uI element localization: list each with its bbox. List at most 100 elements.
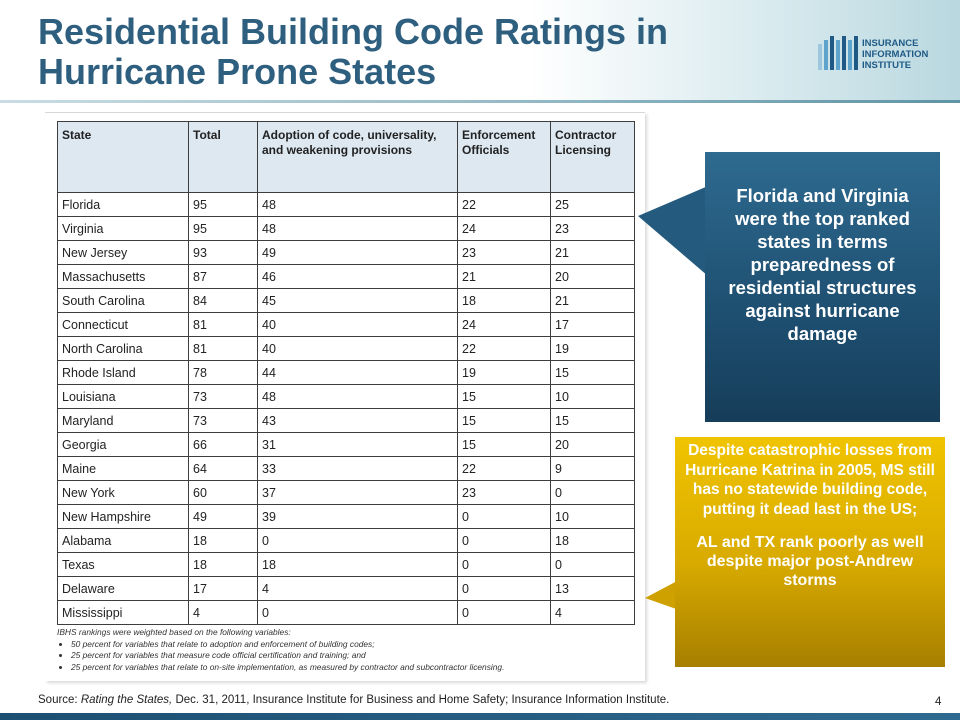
cell-enforcement: 19 <box>457 360 551 385</box>
cell-total: 73 <box>188 408 258 433</box>
cell-state: Louisiana <box>57 384 189 409</box>
table-row: Massachusetts 87 46 21 20 <box>57 264 635 289</box>
table-row: New York 60 37 23 0 <box>57 480 635 505</box>
cell-total: 87 <box>188 264 258 289</box>
note-item: 25 percent for variables that measure co… <box>71 650 642 662</box>
cell-state: Mississippi <box>57 600 189 625</box>
table-row: Delaware 17 4 0 13 <box>57 576 635 601</box>
logo-line-2: INFORMATION <box>862 49 929 60</box>
cell-state: Virginia <box>57 216 189 241</box>
cell-licensing: 0 <box>550 480 635 505</box>
notes-intro: IBHS rankings were weighted based on the… <box>57 627 291 637</box>
cell-total: 60 <box>188 480 258 505</box>
cell-enforcement: 15 <box>457 384 551 409</box>
cell-licensing: 4 <box>550 600 635 625</box>
cell-adoption: 40 <box>257 336 458 361</box>
footer-bar <box>0 713 960 720</box>
header-licensing: Contractor Licensing <box>550 121 635 193</box>
cell-total: 81 <box>188 336 258 361</box>
slide-title: Residential Building Code Ratings in Hur… <box>38 12 778 92</box>
cell-state: Maine <box>57 456 189 481</box>
source-title: Rating the States, <box>80 694 173 706</box>
gold-callout-pointer <box>645 580 679 610</box>
table-row: Florida 95 48 22 25 <box>57 192 635 217</box>
cell-licensing: 15 <box>550 360 635 385</box>
table-row: New Jersey 93 49 23 21 <box>57 240 635 265</box>
cell-adoption: 37 <box>257 480 458 505</box>
cell-enforcement: 23 <box>457 480 551 505</box>
ratings-table-panel: State Total Adoption of code, universali… <box>45 112 645 681</box>
cell-state: New Jersey <box>57 240 189 265</box>
table-row: Louisiana 73 48 15 10 <box>57 384 635 409</box>
gold-callout-text-1: Despite catastrophic losses from Hurrica… <box>685 442 935 518</box>
cell-adoption: 4 <box>257 576 458 601</box>
table-row: Texas 18 18 0 0 <box>57 552 635 577</box>
header-band <box>0 0 960 100</box>
cell-total: 84 <box>188 288 258 313</box>
cell-state: Texas <box>57 552 189 577</box>
cell-enforcement: 15 <box>457 408 551 433</box>
cell-licensing: 0 <box>550 552 635 577</box>
cell-enforcement: 18 <box>457 288 551 313</box>
table-row: Mississippi 4 0 0 4 <box>57 600 635 625</box>
cell-state: Connecticut <box>57 312 189 337</box>
cell-state: Alabama <box>57 528 189 553</box>
source-note: Source: Rating the States, Dec. 31, 2011… <box>38 694 858 706</box>
cell-total: 66 <box>188 432 258 457</box>
cell-state: New York <box>57 480 189 505</box>
cell-state: Rhode Island <box>57 360 189 385</box>
cell-enforcement: 0 <box>457 576 551 601</box>
cell-licensing: 20 <box>550 432 635 457</box>
cell-adoption: 48 <box>257 192 458 217</box>
table-row: Maine 64 33 22 9 <box>57 456 635 481</box>
page-number: 4 <box>935 696 942 708</box>
cell-state: Georgia <box>57 432 189 457</box>
blue-callout-pointer <box>638 186 708 276</box>
logo-line-3: INSTITUTE <box>862 60 912 71</box>
cell-total: 4 <box>188 600 258 625</box>
cell-state: New Hampshire <box>57 504 189 529</box>
cell-licensing: 10 <box>550 384 635 409</box>
cell-adoption: 44 <box>257 360 458 385</box>
cell-enforcement: 21 <box>457 264 551 289</box>
cell-total: 73 <box>188 384 258 409</box>
table-row: North Carolina 81 40 22 19 <box>57 336 635 361</box>
cell-state: North Carolina <box>57 336 189 361</box>
cell-licensing: 13 <box>550 576 635 601</box>
cell-adoption: 39 <box>257 504 458 529</box>
cell-adoption: 48 <box>257 384 458 409</box>
cell-licensing: 19 <box>550 336 635 361</box>
cell-total: 93 <box>188 240 258 265</box>
cell-adoption: 33 <box>257 456 458 481</box>
cell-adoption: 0 <box>257 528 458 553</box>
cell-total: 95 <box>188 216 258 241</box>
cell-enforcement: 0 <box>457 552 551 577</box>
source-prefix: Source: <box>38 694 81 706</box>
table-row: Alabama 18 0 0 18 <box>57 528 635 553</box>
note-item: 25 percent for variables that relate to … <box>71 662 642 674</box>
cell-enforcement: 22 <box>457 456 551 481</box>
cell-adoption: 31 <box>257 432 458 457</box>
cell-state: Massachusetts <box>57 264 189 289</box>
cell-state: Delaware <box>57 576 189 601</box>
cell-state: Florida <box>57 192 189 217</box>
cell-state: Maryland <box>57 408 189 433</box>
cell-total: 95 <box>188 192 258 217</box>
cell-enforcement: 24 <box>457 312 551 337</box>
table-header-row: State Total Adoption of code, universali… <box>57 121 635 193</box>
table-row: Maryland 73 43 15 15 <box>57 408 635 433</box>
iii-logo-icon <box>818 36 858 70</box>
blue-callout-text: Florida and Virginia were the top ranked… <box>728 185 917 344</box>
logo-line-1: INSURANCE <box>862 38 919 49</box>
cell-adoption: 49 <box>257 240 458 265</box>
cell-total: 81 <box>188 312 258 337</box>
table-row: Virginia 95 48 24 23 <box>57 216 635 241</box>
cell-adoption: 0 <box>257 600 458 625</box>
cell-licensing: 25 <box>550 192 635 217</box>
cell-total: 17 <box>188 576 258 601</box>
cell-licensing: 17 <box>550 312 635 337</box>
source-rest: Dec. 31, 2011, Insurance Institute for B… <box>172 694 670 706</box>
blue-callout: Florida and Virginia were the top ranked… <box>705 152 940 422</box>
table-row: Georgia 66 31 15 20 <box>57 432 635 457</box>
table-row: Rhode Island 78 44 19 15 <box>57 360 635 385</box>
